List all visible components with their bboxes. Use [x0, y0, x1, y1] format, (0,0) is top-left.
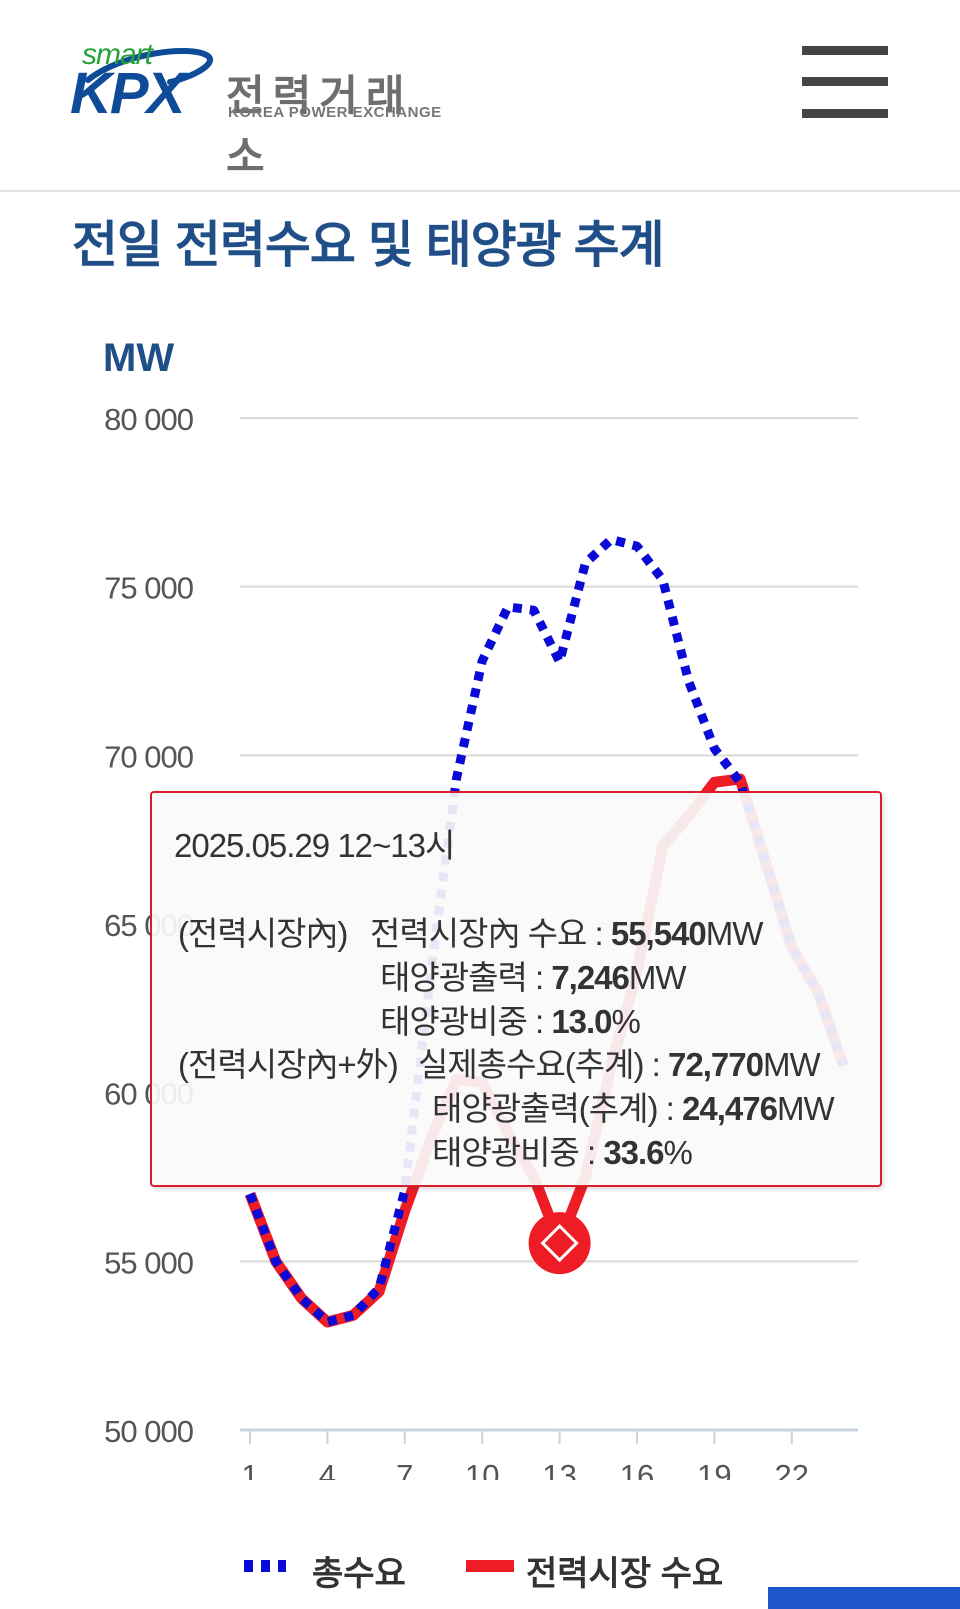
x-tick-label: 1 [241, 1458, 258, 1480]
y-tick-label: 75 000 [104, 571, 194, 606]
legend-solid-line-icon [466, 1560, 514, 1572]
logo-kpx-text: KPX [70, 61, 185, 126]
logo-korean-name: 전력거래소 [226, 72, 413, 180]
tooltip-datetime: 2025.05.29 12~13시 [174, 827, 455, 864]
floating-action-button[interactable] [768, 1587, 960, 1609]
legend-dotted-line-icon [244, 1560, 286, 1572]
tooltip-market-share-label: 태양광비중 : [380, 1003, 552, 1040]
tooltip-unit: % [611, 1003, 641, 1040]
x-tick-label: 22 [775, 1458, 809, 1480]
legend-label-market-demand: 전력시장 수요 [526, 1555, 724, 1593]
y-tick-label: 50 000 [104, 1414, 194, 1449]
x-tick-label: 19 [697, 1458, 731, 1480]
tooltip-total-solar-value: 24,476 [682, 1090, 778, 1127]
tooltip-unit: % [663, 1134, 693, 1171]
legend-item-market-demand[interactable]: 전력시장 수요 [466, 1540, 726, 1593]
tooltip-total-share: 태양광비중 : 33.6% [432, 1126, 693, 1174]
logo-swoosh-icon [85, 48, 213, 85]
x-tick-label: 10 [465, 1458, 499, 1480]
logo-smart-text: smart [82, 38, 153, 71]
chart-tooltip: 2025.05.29 12~13시 (전력시장內) 전력시장內 수요 : 55,… [150, 791, 882, 1187]
y-tick-label: 80 000 [104, 402, 194, 437]
x-tick-label: 7 [396, 1458, 413, 1480]
y-axis-unit: MW [103, 336, 175, 380]
tooltip-market-share: 태양광비중 : 13.0% [380, 995, 641, 1043]
tooltip-total-solar: 태양광출력(추계) : 24,476MW [432, 1082, 835, 1130]
chart-legend: 총수요 전력시장 수요 [0, 1540, 960, 1593]
tooltip-total-demand-label: 실제총수요(추계) : [418, 1046, 669, 1083]
tooltip-total-share-label: 태양광비중 : [432, 1134, 604, 1171]
y-tick-label: 55 000 [104, 1245, 194, 1280]
x-tick-label: 16 [620, 1458, 654, 1480]
x-tick-label: 4 [319, 1458, 336, 1480]
tooltip-market-solar: 태양광출력 : 7,246MW [380, 951, 687, 999]
tooltip-market-solar-label: 태양광출력 : [380, 959, 552, 996]
tooltip-total-demand: 실제총수요(추계) : 72,770MW [418, 1038, 821, 1086]
y-tick-label: 70 000 [104, 739, 194, 774]
tooltip-market-label: (전력시장內) [178, 915, 348, 952]
page-title: 전일 전력수요 및 태양광 추계 [72, 217, 665, 273]
tooltip-market-demand-label: 전력시장內 수요 : [370, 915, 611, 952]
tooltip-market-demand-value: 55,540 [610, 915, 707, 952]
tooltip-unit: MW [762, 1046, 821, 1083]
legend-item-total-demand[interactable]: 총수요 [240, 1540, 410, 1593]
tooltip-market-solar-value: 7,246 [551, 959, 630, 996]
x-tick-label: 13 [542, 1458, 576, 1480]
tooltip-unit: MW [628, 959, 687, 996]
tooltip-total-solar-label: 태양광출력(추계) : [432, 1090, 683, 1127]
tooltip-total-demand-value: 72,770 [668, 1046, 764, 1083]
tooltip-unit: MW [705, 915, 764, 952]
header: smart KPX 전력거래소 KOREA POWER EXCHANGE [0, 0, 960, 192]
highlight-marker [528, 1212, 591, 1275]
tooltip-market-demand: 전력시장內 수요 : 55,540MW [370, 907, 764, 955]
logo-english-name: KOREA POWER EXCHANGE [228, 104, 442, 121]
hamburger-icon[interactable] [802, 46, 888, 118]
tooltip-market-share-value: 13.0 [551, 1003, 612, 1040]
highlight-diamond-icon [540, 1223, 579, 1263]
tooltip-unit: MW [776, 1090, 835, 1127]
legend-label-total-demand: 총수요 [312, 1555, 406, 1593]
kpx-logo[interactable]: smart KPX 전력거래소 KOREA POWER EXCHANGE [70, 34, 450, 180]
tooltip-total-share-value: 33.6 [603, 1134, 664, 1171]
tooltip-total-label: (전력시장內+外) [178, 1046, 399, 1083]
